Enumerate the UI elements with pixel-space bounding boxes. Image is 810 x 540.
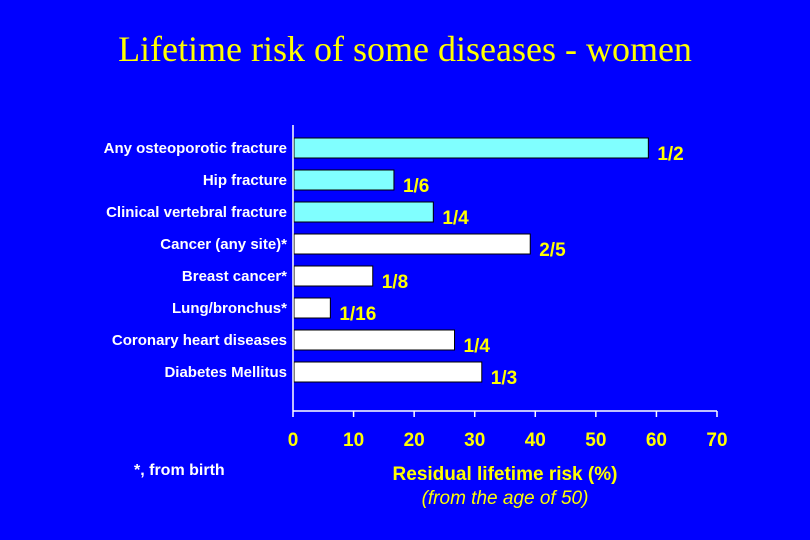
data-label: 1/4 <box>442 208 469 229</box>
category-label: Any osteoporotic fracture <box>104 140 287 157</box>
bar <box>293 265 374 287</box>
data-label: 1/6 <box>403 176 429 197</box>
bar <box>293 233 531 255</box>
data-label: 2/5 <box>539 240 566 261</box>
chart-title: Lifetime risk of some diseases - women <box>118 29 692 69</box>
x-tick-label: 10 <box>343 430 364 451</box>
category-label: Cancer (any site)* <box>160 236 287 253</box>
labels-layer: Any osteoporotic fracture 1/2 Hip fracture… <box>104 140 684 389</box>
footnote: *, from birth <box>134 462 225 479</box>
bar <box>293 361 483 383</box>
x-tick-label: 40 <box>525 430 546 451</box>
category-label: Hip fracture <box>203 172 287 189</box>
data-label: 1/4 <box>464 336 491 357</box>
category-label: Diabetes Mellitus <box>164 364 287 381</box>
x-tick-label: 30 <box>464 430 485 451</box>
data-label: 1/3 <box>491 368 517 389</box>
data-label: 1/8 <box>382 272 408 293</box>
data-label: 1/16 <box>339 304 376 325</box>
category-label: Breast cancer* <box>182 268 287 285</box>
x-axis-label: Residual lifetime risk (%) <box>392 464 618 485</box>
x-axis-sublabel: (from the age of 50) <box>421 488 589 509</box>
x-tick-label: 70 <box>706 430 727 451</box>
x-axis: 0 10 20 30 40 50 60 70 <box>288 125 728 451</box>
bar <box>293 201 434 223</box>
bar <box>293 169 395 191</box>
category-label: Lung/bronchus* <box>172 300 287 317</box>
bar <box>293 329 456 351</box>
x-tick-label: 0 <box>288 430 299 451</box>
category-label: Coronary heart diseases <box>112 332 287 349</box>
bar <box>293 137 649 159</box>
bar <box>293 297 331 319</box>
x-tick-label: 50 <box>585 430 606 451</box>
category-label: Clinical vertebral fracture <box>106 204 287 221</box>
x-tick-label: 20 <box>404 430 425 451</box>
data-label: 1/2 <box>657 144 683 165</box>
bars-layer <box>293 137 649 383</box>
x-tick-label: 60 <box>646 430 667 451</box>
